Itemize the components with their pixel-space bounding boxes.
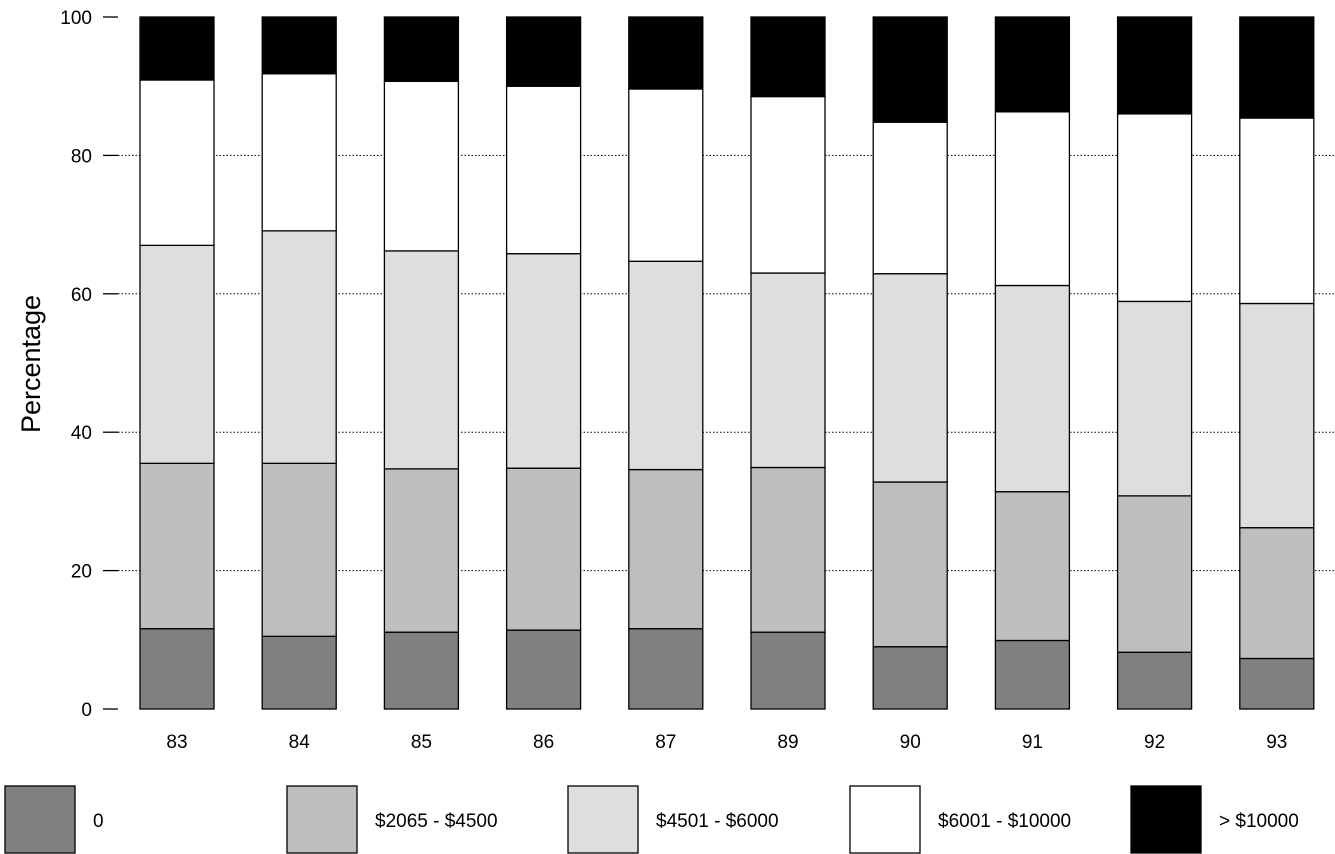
- x-tick-label: 92: [1144, 732, 1165, 753]
- bars: [139, 16, 1315, 710]
- bar-segment: [261, 16, 337, 75]
- bar-segment: [1239, 16, 1315, 119]
- bar-segment: [628, 16, 704, 90]
- legend-label: $2065 - $4500: [375, 811, 498, 832]
- x-tick-label: 87: [655, 732, 676, 753]
- x-tick-label: 84: [289, 732, 311, 753]
- bar-segment: [139, 244, 215, 464]
- bar-segment: [994, 639, 1071, 710]
- bar-segment: [505, 629, 582, 710]
- bar-segment: [750, 16, 826, 98]
- bar-segment: [139, 628, 215, 710]
- bar-segment: [139, 462, 215, 630]
- bar-segment: [872, 121, 948, 275]
- x-tick-label: 89: [777, 732, 798, 753]
- bar-segment: [1116, 651, 1193, 710]
- bar-segment: [628, 628, 704, 710]
- bar-segment: [1116, 113, 1193, 303]
- bar-segment: [750, 95, 826, 274]
- legend-label: $4501 - $6000: [656, 811, 779, 832]
- bar-segment: [261, 230, 337, 464]
- bar-segment: [1239, 657, 1315, 710]
- x-tick-label: 86: [533, 732, 554, 753]
- legend-swatch: [849, 785, 921, 854]
- bar-segment: [1116, 300, 1193, 497]
- y-tick-label: 20: [71, 562, 92, 583]
- bar-segment: [1239, 117, 1315, 305]
- x-axis: 83 84 85 86 87 89 90 91 92 93: [166, 732, 1287, 753]
- y-tick-label: 0: [81, 700, 92, 721]
- bar-segment: [1116, 495, 1193, 653]
- legend-label: 0: [93, 811, 104, 832]
- bar-segment: [505, 253, 582, 469]
- bar-segment: [994, 491, 1071, 642]
- bar-segment: [1239, 527, 1315, 660]
- y-tick-label: 60: [71, 285, 92, 306]
- bar-segment: [383, 468, 460, 633]
- bar-segment: [750, 631, 826, 710]
- legend: 0 $2065 - $4500 $4501 - $6000 $6001 - $1000…: [4, 785, 1299, 854]
- bar-segment: [1116, 16, 1193, 115]
- legend-label: $6001 - $10000: [938, 811, 1071, 832]
- bar-segment: [261, 462, 337, 637]
- bar-segment: [383, 16, 460, 83]
- x-tick-label: 83: [166, 732, 187, 753]
- bar-segment: [994, 284, 1071, 493]
- bar-segment: [872, 646, 948, 710]
- legend-swatch: [286, 785, 358, 854]
- bar-segment: [872, 273, 948, 483]
- bar-segment: [505, 16, 582, 87]
- y-tick-label: 40: [71, 423, 92, 444]
- y-axis-label: Percentage: [16, 295, 46, 433]
- y-axis: 0 20 40 60 80 100: [60, 8, 118, 721]
- y-tick-label: 100: [60, 8, 92, 29]
- bar-segment: [872, 481, 948, 648]
- x-tick-label: 93: [1266, 732, 1287, 753]
- bar-segment: [505, 467, 582, 631]
- bar-segment: [872, 16, 948, 123]
- bar-segment: [994, 16, 1071, 113]
- x-tick-label: 85: [411, 732, 432, 753]
- bar-segment: [139, 16, 215, 81]
- bar-segment: [750, 272, 826, 469]
- bar-segment: [505, 85, 582, 255]
- x-tick-label: 90: [900, 732, 921, 753]
- bar-segment: [261, 635, 337, 710]
- bar-segment: [1239, 302, 1315, 529]
- y-tick-label: 80: [71, 146, 92, 167]
- bar-segment: [383, 631, 460, 710]
- legend-label: > $10000: [1219, 811, 1299, 832]
- bar-segment: [994, 111, 1071, 287]
- bar-segment: [383, 80, 460, 252]
- bar-segment: [139, 79, 215, 247]
- x-tick-label: 91: [1022, 732, 1043, 753]
- legend-swatch: [1130, 785, 1202, 854]
- legend-swatch: [567, 785, 639, 854]
- bar-segment: [383, 250, 460, 470]
- bar-segment: [261, 73, 337, 232]
- bar-segment: [750, 466, 826, 633]
- bar-segment: [628, 468, 704, 630]
- legend-swatch: [4, 785, 76, 854]
- bar-segment: [628, 260, 704, 471]
- bar-segment: [628, 88, 704, 262]
